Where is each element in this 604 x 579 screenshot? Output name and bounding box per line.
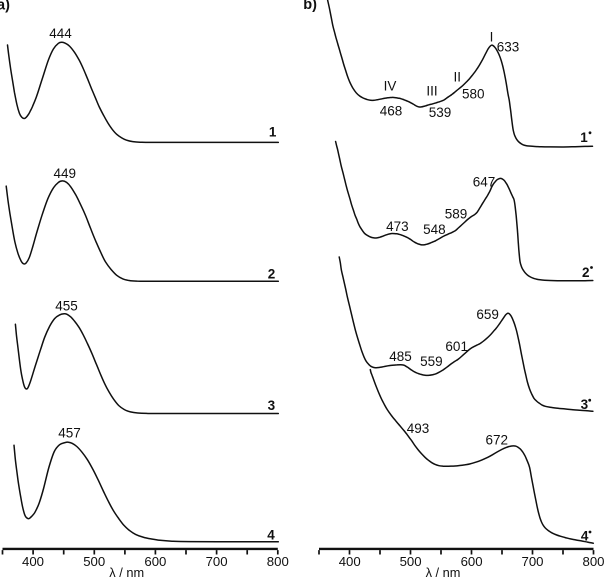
svg-text:4: 4: [267, 527, 275, 542]
svg-text:457: 457: [58, 426, 81, 441]
svg-text:633: 633: [497, 40, 520, 55]
svg-text:485: 485: [389, 349, 412, 364]
svg-text:1: 1: [269, 125, 277, 140]
svg-text:III: III: [426, 83, 437, 98]
svg-text:600: 600: [461, 554, 483, 569]
svg-text:I: I: [490, 30, 494, 45]
svg-text:539: 539: [429, 105, 452, 120]
svg-text:700: 700: [206, 554, 228, 569]
svg-text:468: 468: [380, 104, 403, 119]
svg-text:500: 500: [400, 554, 422, 569]
svg-text:700: 700: [521, 554, 543, 569]
svg-text:400: 400: [22, 554, 44, 569]
svg-text:559: 559: [420, 354, 443, 369]
svg-text:647: 647: [473, 175, 496, 190]
svg-text:601: 601: [445, 339, 468, 354]
svg-text:600: 600: [144, 554, 166, 569]
svg-text:2: 2: [582, 265, 590, 280]
svg-text:473: 473: [386, 219, 409, 234]
svg-text:3: 3: [581, 397, 589, 412]
svg-text:3: 3: [268, 398, 276, 413]
svg-text:4: 4: [581, 528, 589, 543]
svg-text:a): a): [0, 0, 10, 14]
svg-text:IV: IV: [384, 79, 397, 94]
svg-text:580: 580: [462, 86, 485, 101]
svg-text:444: 444: [49, 26, 72, 41]
svg-text:400: 400: [339, 554, 361, 569]
svg-text:II: II: [454, 69, 462, 84]
svg-text:500: 500: [83, 554, 105, 569]
svg-text:λ / nm: λ / nm: [426, 565, 461, 579]
svg-text:589: 589: [445, 207, 468, 222]
svg-text:659: 659: [476, 307, 499, 322]
svg-text:548: 548: [423, 222, 446, 237]
svg-text:672: 672: [486, 432, 509, 447]
svg-text:449: 449: [54, 166, 77, 181]
svg-text:455: 455: [55, 299, 78, 314]
svg-text:800: 800: [582, 554, 604, 569]
svg-text:b): b): [303, 0, 317, 13]
svg-text:800: 800: [267, 554, 289, 569]
svg-text:1: 1: [580, 130, 588, 145]
svg-text:493: 493: [407, 421, 430, 436]
svg-text:2: 2: [268, 266, 276, 281]
svg-text:λ / nm: λ / nm: [109, 565, 144, 579]
